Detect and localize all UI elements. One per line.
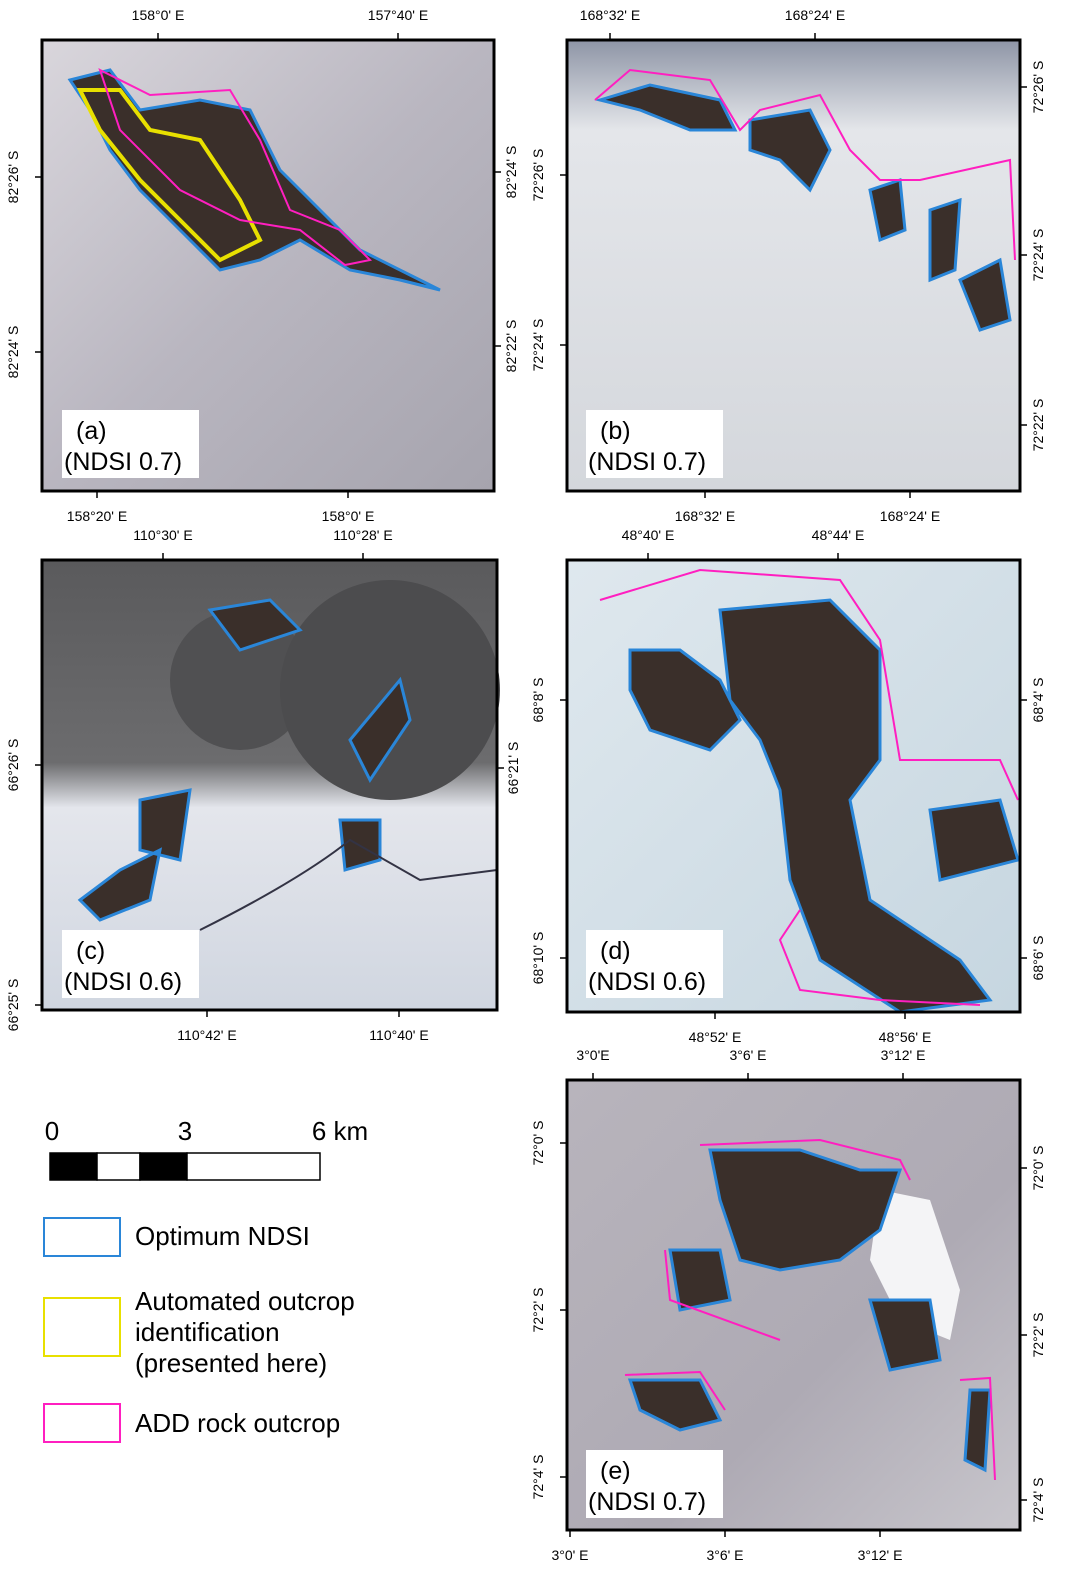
coord-label: 72°26' S [530, 149, 546, 202]
map-frame [40, 558, 499, 1012]
coord-label: 72°4' S [530, 1455, 546, 1500]
coord-label: 158°0' E [322, 508, 375, 524]
coord-label: 72°0' S [530, 1121, 546, 1166]
coord-label: 72°26' S [1030, 61, 1046, 114]
coord-label: 68°4' S [1030, 678, 1046, 723]
coord-label: 168°32' E [675, 508, 735, 524]
rock-outcrop [67, 68, 441, 292]
panel-ndsi: (NDSI 0.7) [64, 448, 182, 476]
legend: 0 3 6 km Optimum NDSI Automated outcropident… [43, 1116, 368, 1443]
legend-label: identification [135, 1317, 280, 1347]
legend-swatch [43, 1297, 121, 1357]
coord-label: 110°40' E [369, 1027, 428, 1043]
coord-label: 168°24' E [785, 7, 845, 23]
panel-ndsi: (NDSI 0.6) [588, 968, 706, 996]
coord-label: 68°10' S [530, 932, 546, 985]
coord-label: 3°12' E [858, 1547, 903, 1563]
scale-segment [186, 1152, 321, 1181]
coord-label: 66°25' S [5, 979, 21, 1032]
coord-label: 72°0' S [1030, 1146, 1046, 1191]
add-outline [624, 1138, 996, 1481]
coord-label: 158°0' E [132, 7, 185, 23]
legend-swatch [43, 1403, 121, 1443]
map-image [170, 610, 310, 750]
coord-label: 157°40' E [368, 7, 428, 23]
scale-segment [96, 1152, 141, 1181]
label-box [586, 930, 723, 998]
scale-segment [139, 1152, 188, 1181]
coord-label: 72°24' S [530, 319, 546, 372]
legend-label: ADD rock outcrop [135, 1408, 340, 1438]
coord-label: 3°0'E [576, 1047, 609, 1063]
scale-segment [49, 1152, 98, 1181]
coord-label: 82°24' S [503, 146, 519, 199]
panel-ndsi: (NDSI 0.6) [64, 968, 182, 996]
coord-label: 48°44' E [812, 527, 865, 543]
coord-label: 3°12' E [881, 1047, 926, 1063]
coord-label: 68°8' S [530, 678, 546, 723]
coord-label: 110°30' E [133, 527, 192, 543]
coord-label: 72°2' S [1030, 1313, 1046, 1358]
scale-label: 6 km [312, 1116, 368, 1146]
scale-label: 0 [45, 1116, 59, 1146]
legend-label: Automated outcrop [135, 1286, 355, 1316]
legend-label: Optimum NDSI [135, 1221, 310, 1251]
legend-swatch [43, 1217, 121, 1257]
panel-label: (d) [600, 937, 631, 965]
add-outline [98, 68, 373, 267]
rock-outcrop [77, 598, 412, 922]
coord-label: 82°24' S [5, 326, 21, 379]
map-image [199, 838, 498, 931]
add-outline [594, 68, 1016, 261]
coord-label: 3°6' E [729, 1047, 766, 1063]
map-frame [565, 38, 1022, 493]
label-box [62, 930, 199, 998]
coord-label: 82°22' S [503, 320, 519, 373]
coord-label: 168°32' E [580, 7, 640, 23]
rock-outcrop [627, 1148, 992, 1473]
scale-label: 3 [178, 1116, 192, 1146]
coord-label: 66°21' S [505, 742, 521, 795]
coord-label: 72°22' S [1030, 399, 1046, 452]
panel-ndsi: (NDSI 0.7) [588, 448, 706, 476]
coord-label: 66°26' S [5, 739, 21, 792]
coord-label: 3°0' E [551, 1547, 588, 1563]
rock-outcrop [594, 83, 1012, 332]
map-frame [40, 38, 496, 493]
coord-label: 168°24' E [880, 508, 940, 524]
coord-label: 72°4' S [1030, 1478, 1046, 1523]
coord-label: 48°52' E [689, 1029, 742, 1045]
coord-label: 72°24' S [1030, 229, 1046, 282]
panel-label: (e) [600, 1457, 631, 1485]
panel-label: (c) [76, 937, 105, 965]
panel-ndsi: (NDSI 0.7) [588, 1488, 706, 1516]
coord-label: 110°42' E [177, 1027, 236, 1043]
label-box [62, 410, 199, 478]
label-box [586, 410, 723, 478]
coord-label: 48°56' E [879, 1029, 932, 1045]
coord-label: 158°20' E [67, 508, 127, 524]
legend-label: (presented here) [135, 1348, 327, 1378]
outcrop-outline [76, 88, 263, 263]
add-outline [599, 568, 1019, 1006]
map-frame [565, 558, 1022, 1014]
coord-label: 48°40' E [622, 527, 675, 543]
panel-label: (a) [76, 417, 107, 445]
rock-outcrop [628, 598, 1020, 1014]
coord-label: 68°6' S [1030, 936, 1046, 981]
map-frame [565, 1078, 1022, 1532]
coord-label: 82°26' S [5, 151, 21, 204]
label-box [586, 1450, 723, 1518]
panel-label: (b) [600, 417, 631, 445]
coord-label: 72°2' S [530, 1288, 546, 1333]
coord-label: 110°28' E [333, 527, 392, 543]
coord-label: 3°6' E [706, 1547, 743, 1563]
